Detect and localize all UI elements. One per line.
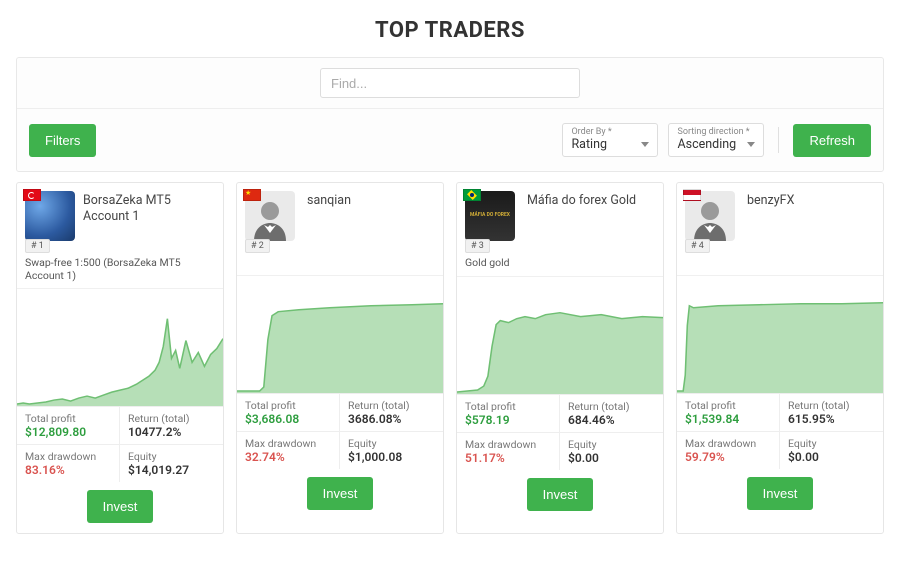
trader-name[interactable]: sanqian xyxy=(307,191,351,251)
trader-card: MÁFIA DO FOREX# 3Máfia do forex GoldGold… xyxy=(456,182,664,534)
order-by-value: Rating xyxy=(571,137,607,152)
stat-total-profit: Total profit$12,809.80 xyxy=(17,406,120,444)
stats-grid: Total profit$12,809.80Return (total)1047… xyxy=(17,406,223,482)
invest-button[interactable]: Invest xyxy=(527,478,594,511)
card-head: # 1 BorsaZeka MT5 Account 1 xyxy=(17,183,223,255)
trader-subtitle: Gold gold xyxy=(457,255,663,276)
order-by-select[interactable]: Order By * Rating xyxy=(562,123,658,157)
avatar-wrap: MÁFIA DO FOREX# 3 xyxy=(465,191,519,251)
flag-icon xyxy=(243,189,261,201)
stat-total-profit: Total profit$3,686.08 xyxy=(237,393,340,431)
stats-grid: Total profit$3,686.08Return (total)3686.… xyxy=(237,393,443,469)
panel: Filters Order By * Rating Sorting direct… xyxy=(16,57,884,172)
avatar-wrap: # 1 xyxy=(25,191,75,251)
stat-total-profit: Total profit$1,539.84 xyxy=(677,393,780,431)
stat-return-total: Return (total)684.46% xyxy=(560,394,663,432)
stat-equity: Equity$1,000.08 xyxy=(340,431,443,469)
flag-icon xyxy=(23,189,41,201)
sorting-direction-select[interactable]: Sorting direction * Ascending xyxy=(668,123,764,157)
flag-icon xyxy=(683,189,701,201)
trader-subtitle: Swap-free 1:500 (BorsaZeka MT5 Account 1… xyxy=(17,255,223,288)
stat-max-drawdown: Max drawdown51.17% xyxy=(457,432,560,470)
invest-button[interactable]: Invest xyxy=(747,477,814,510)
card-head: MÁFIA DO FOREX# 3Máfia do forex Gold xyxy=(457,183,663,255)
stat-equity: Equity$0.00 xyxy=(780,431,883,469)
invest-row: Invest xyxy=(17,482,223,533)
trader-name[interactable]: BorsaZeka MT5 Account 1 xyxy=(83,191,215,251)
rank-badge: # 1 xyxy=(25,239,50,253)
stat-equity: Equity$14,019.27 xyxy=(120,444,223,482)
trader-cards: # 1 BorsaZeka MT5 Account 1 Swap-free 1:50… xyxy=(0,172,900,534)
search-input[interactable] xyxy=(320,68,580,98)
trader-name[interactable]: Máfia do forex Gold xyxy=(527,191,636,251)
card-head: # 2 sanqian xyxy=(237,183,443,255)
stat-return-total: Return (total)10477.2% xyxy=(120,406,223,444)
chevron-down-icon xyxy=(747,142,755,147)
stat-total-profit: Total profit$578.19 xyxy=(457,394,560,432)
toolbar-divider xyxy=(778,127,779,153)
rank-badge: # 3 xyxy=(465,239,490,253)
avatar-wrap: # 2 xyxy=(245,191,299,251)
refresh-button[interactable]: Refresh xyxy=(793,124,871,157)
stat-equity: Equity$0.00 xyxy=(560,432,663,470)
page-title: TOP TRADERS xyxy=(0,0,900,57)
invest-button[interactable]: Invest xyxy=(307,477,374,510)
flag-icon xyxy=(463,189,481,201)
toolbar: Filters Order By * Rating Sorting direct… xyxy=(17,109,883,171)
card-head: # 4 benzyFX xyxy=(677,183,883,255)
invest-row: Invest xyxy=(677,469,883,520)
trader-card: # 2 sanqian Total profit$3,686.08Return (t… xyxy=(236,182,444,534)
rank-badge: # 2 xyxy=(245,239,270,253)
trader-name[interactable]: benzyFX xyxy=(747,191,794,251)
profit-chart xyxy=(17,288,223,406)
invest-row: Invest xyxy=(457,470,663,521)
sorting-direction-value: Ascending xyxy=(677,137,736,152)
stats-grid: Total profit$1,539.84Return (total)615.9… xyxy=(677,393,883,469)
stat-max-drawdown: Max drawdown32.74% xyxy=(237,431,340,469)
sorting-direction-label: Sorting direction * xyxy=(677,127,755,137)
invest-row: Invest xyxy=(237,469,443,520)
stats-grid: Total profit$578.19Return (total)684.46%… xyxy=(457,394,663,470)
stat-max-drawdown: Max drawdown59.79% xyxy=(677,431,780,469)
order-by-label: Order By * xyxy=(571,127,649,137)
trader-subtitle xyxy=(677,255,883,275)
rank-badge: # 4 xyxy=(685,239,710,253)
trader-card: # 1 BorsaZeka MT5 Account 1 Swap-free 1:50… xyxy=(16,182,224,534)
stat-return-total: Return (total)615.95% xyxy=(780,393,883,431)
stat-return-total: Return (total)3686.08% xyxy=(340,393,443,431)
trader-subtitle xyxy=(237,255,443,275)
chevron-down-icon xyxy=(641,142,649,147)
avatar-wrap: # 4 xyxy=(685,191,739,251)
invest-button[interactable]: Invest xyxy=(87,490,154,523)
trader-card: # 4 benzyFX Total profit$1,539.84Return (t… xyxy=(676,182,884,534)
profit-chart xyxy=(237,275,443,393)
profit-chart xyxy=(457,276,663,394)
profit-chart xyxy=(677,275,883,393)
filters-button[interactable]: Filters xyxy=(29,124,96,157)
search-row xyxy=(17,58,883,109)
stat-max-drawdown: Max drawdown83.16% xyxy=(17,444,120,482)
